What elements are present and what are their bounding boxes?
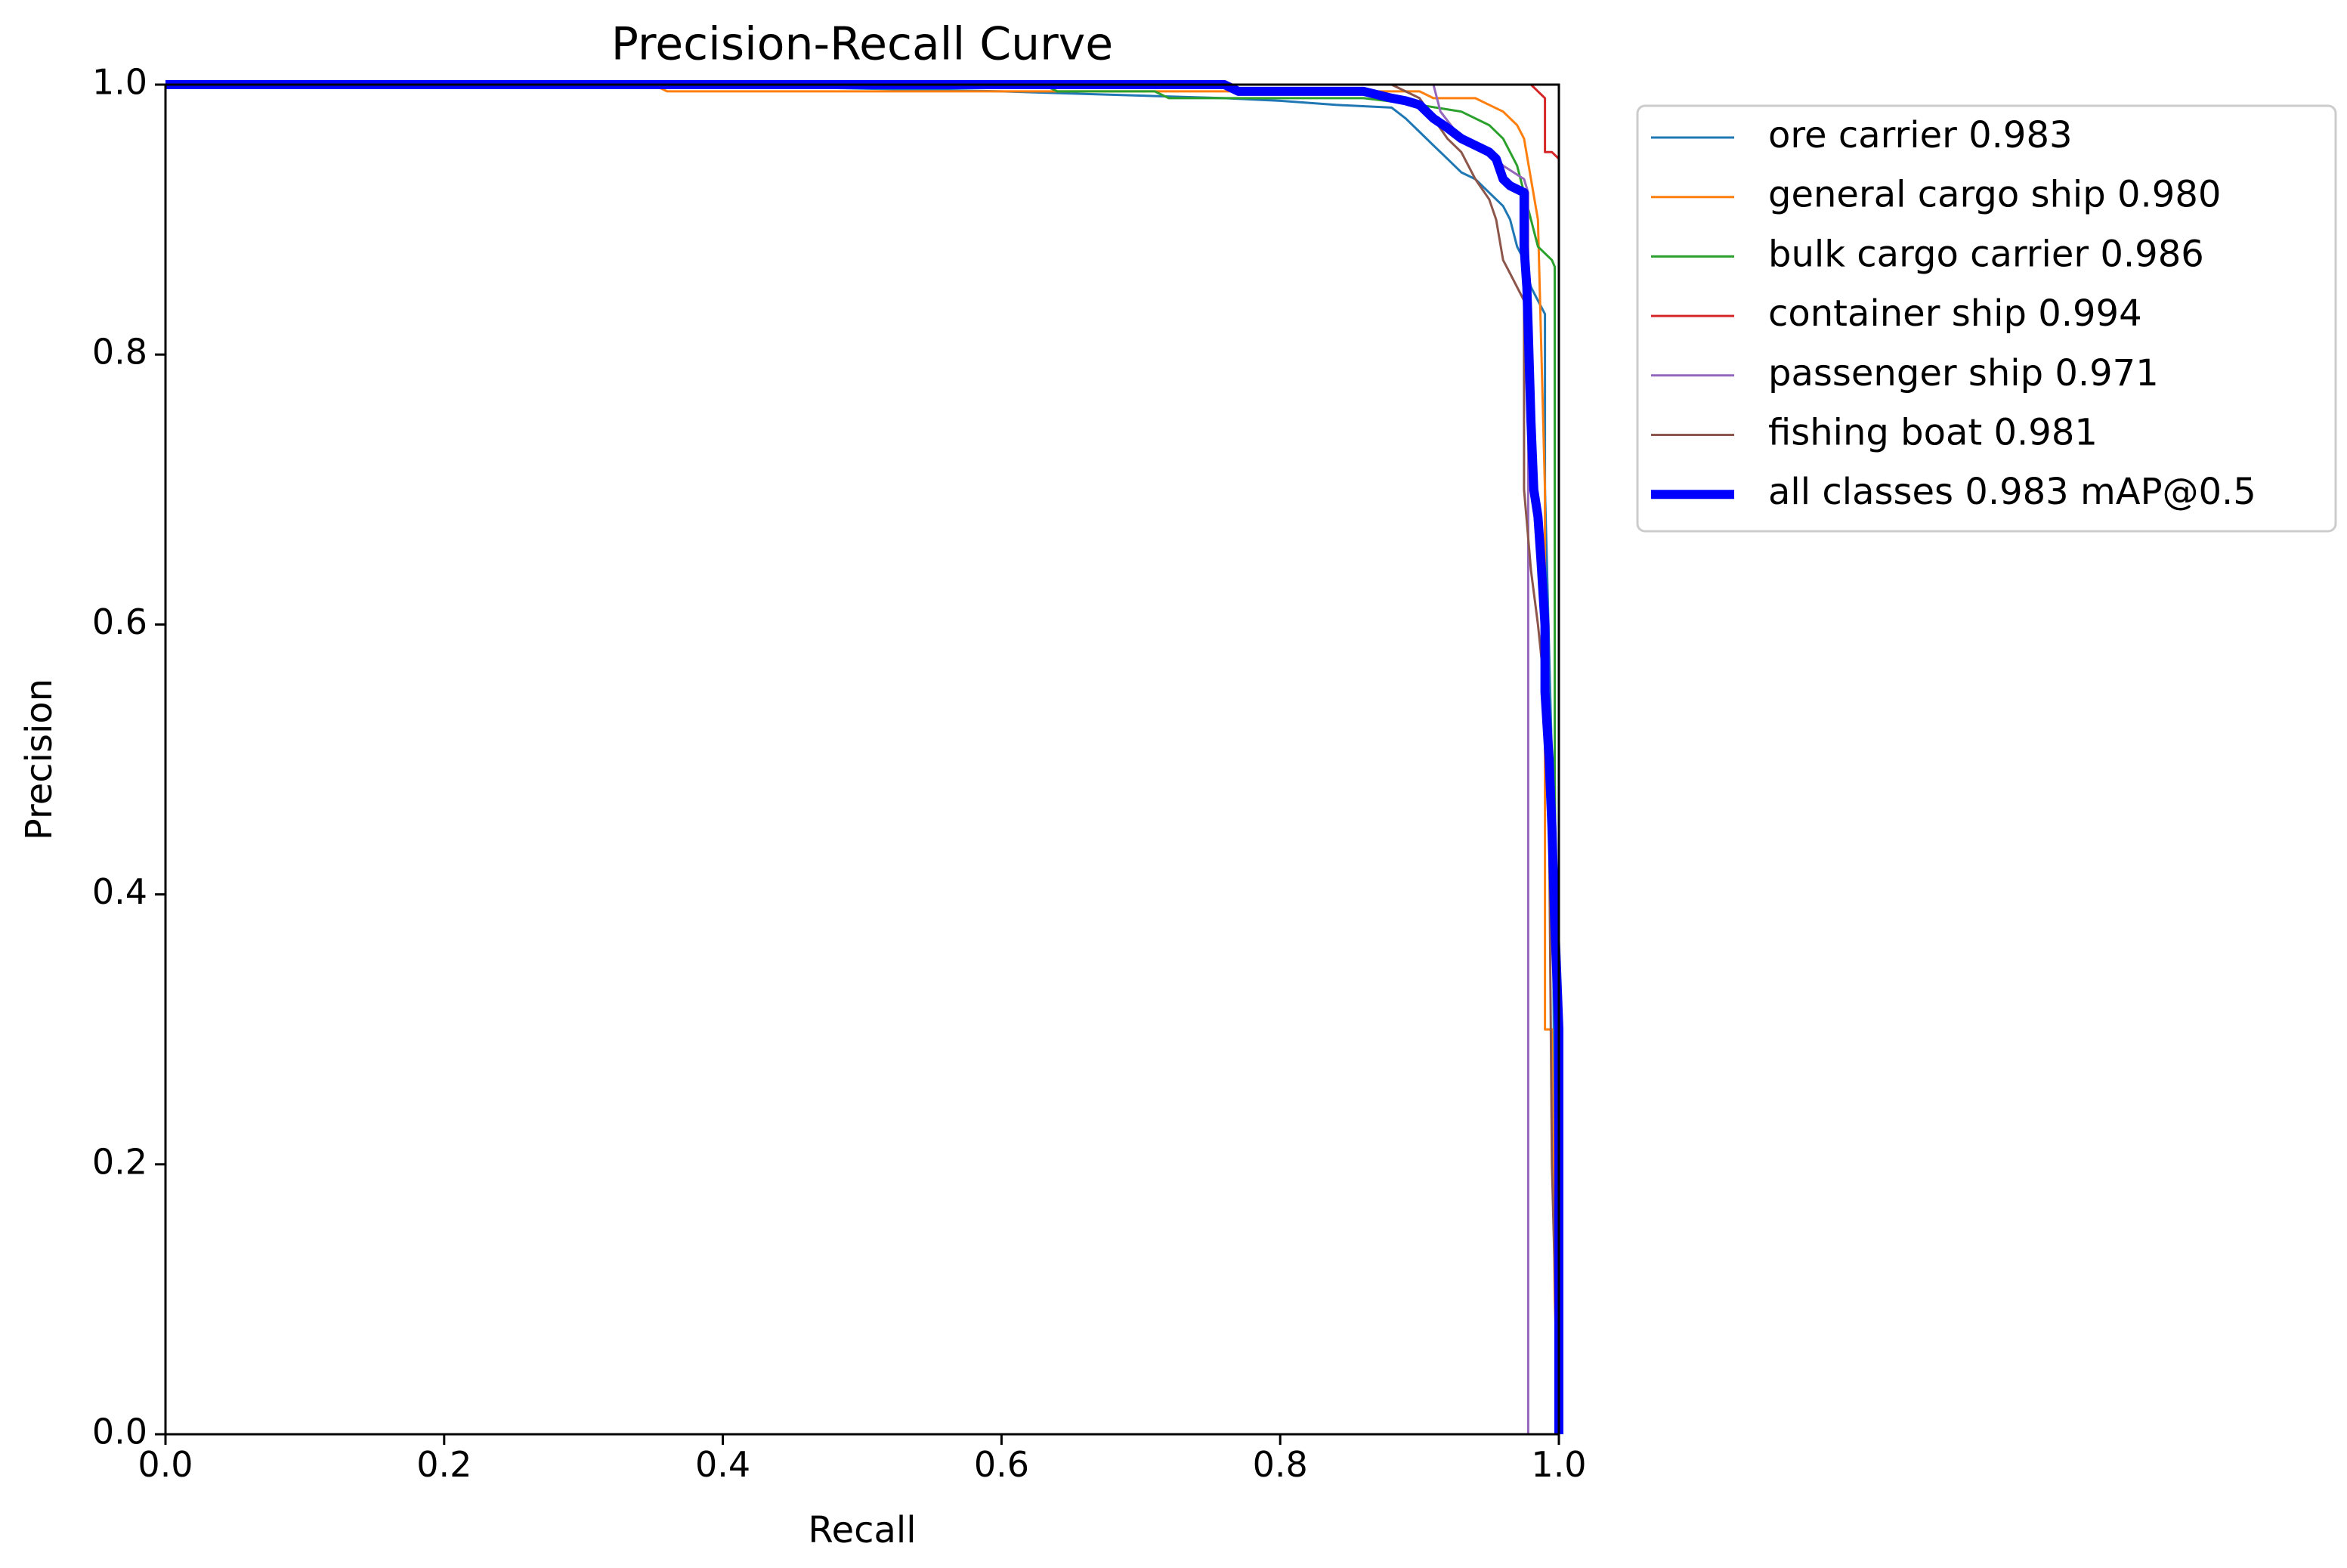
x-axis-ticks: 0.0 0.2 0.4 0.6 0.8 1.0 <box>138 1434 1587 1485</box>
legend: ore carrier 0.983 general cargo ship 0.98… <box>1636 104 2337 533</box>
legend-label-1: general cargo ship 0.980 <box>1768 174 2221 216</box>
legend-label-6: all classes 0.983 mAP@0.5 <box>1768 471 2256 513</box>
plot-frame <box>164 83 1560 1436</box>
plot-area <box>165 85 1559 1434</box>
y-tick-label: 0.2 <box>92 1141 147 1182</box>
x-tick-label: 0.2 <box>416 1444 472 1485</box>
x-tick-label: 0.8 <box>1253 1444 1308 1485</box>
y-axis-ticks: 0.0 0.2 0.4 0.6 0.8 1.0 <box>92 62 165 1452</box>
x-tick-label: 0.4 <box>695 1444 750 1485</box>
y-tick-label: 0.6 <box>92 602 147 642</box>
y-axis-label: Precision <box>18 679 60 840</box>
y-tick-label: 0.4 <box>92 871 147 912</box>
legend-label-5: fishing boat 0.981 <box>1768 412 2098 454</box>
y-tick-label: 1.0 <box>92 62 147 103</box>
legend-entries: ore carrier 0.983 general cargo ship 0.98… <box>1651 114 2256 513</box>
x-tick-label: 0.0 <box>138 1444 193 1485</box>
y-tick-label: 0.0 <box>92 1412 147 1452</box>
legend-frame <box>1636 104 2337 533</box>
series-line-1 <box>165 83 1560 1435</box>
chart-title: Precision-Recall Curve <box>611 18 1113 71</box>
legend-label-2: bulk cargo carrier 0.986 <box>1768 233 2204 275</box>
series-layer <box>165 80 1563 1436</box>
legend-label-4: passenger ship 0.971 <box>1768 352 2159 394</box>
legend-label-0: ore carrier 0.983 <box>1768 114 2073 156</box>
x-tick-label: 0.6 <box>974 1444 1029 1485</box>
x-tick-label: 1.0 <box>1531 1444 1586 1485</box>
y-tick-label: 0.8 <box>92 332 147 373</box>
series-line-2 <box>165 83 1560 1435</box>
x-axis-label: Recall <box>808 1509 916 1551</box>
legend-label-3: container ship 0.994 <box>1768 292 2142 335</box>
series-line-6 <box>165 80 1563 1434</box>
